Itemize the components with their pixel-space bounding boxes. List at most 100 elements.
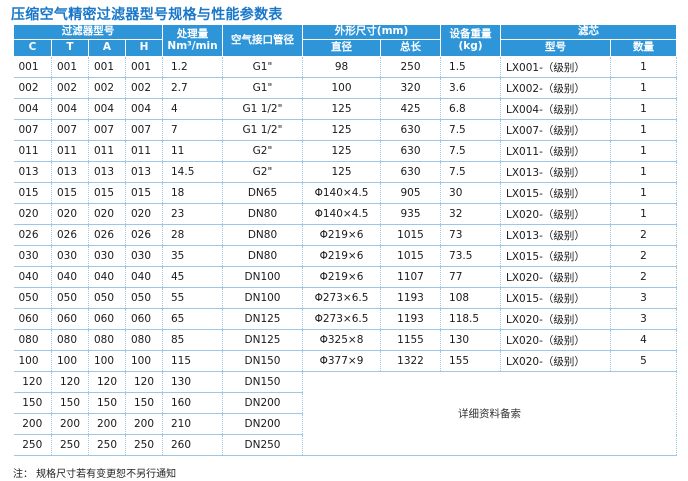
- cell-t: 060: [51, 308, 89, 330]
- col-t-header: T: [51, 39, 89, 57]
- cell-model: LX020-（级别）: [500, 266, 612, 288]
- cell-c: 004: [13, 98, 52, 120]
- cell-flow: 1.2: [162, 56, 223, 78]
- cell-wt: 108: [440, 287, 502, 309]
- cell-h: 020: [125, 203, 163, 225]
- cell-port: DN100: [222, 287, 303, 309]
- cell-wt: 30: [440, 182, 502, 204]
- cell-wt: 7.5: [440, 119, 502, 141]
- cell-dia: Φ273×6.5: [302, 308, 381, 330]
- element-qty-header: 数量: [610, 39, 678, 57]
- cell-flow: 2.7: [162, 77, 223, 99]
- table-row: 080 080 080 080 85 DN125 Φ325×8 1155 130 LX020-（级…: [13, 329, 678, 351]
- cell-a: 200: [88, 413, 126, 435]
- cell-len: 250: [380, 56, 442, 78]
- cell-h: 026: [125, 224, 163, 246]
- cell-h: 001: [125, 56, 163, 78]
- cell-model: LX013-（级别）: [500, 224, 612, 246]
- cell-flow: 115: [162, 350, 223, 372]
- cell-model: LX015-（级别）: [500, 182, 612, 204]
- cell-wt: 73: [440, 224, 502, 246]
- cell-c: 002: [13, 77, 52, 99]
- table-row: 007 007 007 007 7 G1 1/2" 125 630 7.5 LX007-（级别） 1: [13, 119, 678, 141]
- cell-port: DN200: [222, 413, 303, 435]
- cell-dia: Φ219×6: [302, 266, 381, 288]
- cell-a: 120: [88, 371, 126, 393]
- cell-t: 100: [51, 350, 89, 372]
- cell-dia: 100: [302, 77, 381, 99]
- cell-wt: 7.5: [440, 161, 502, 183]
- cell-qty: 4: [610, 329, 678, 351]
- cell-len: 630: [380, 161, 442, 183]
- table-row: 250 250 250 250 260 DN250: [13, 434, 677, 456]
- cell-a: 015: [88, 182, 126, 204]
- cell-wt: 130: [440, 329, 502, 351]
- cell-qty: 5: [610, 350, 678, 372]
- cell-flow: 130: [162, 371, 223, 393]
- cell-t: 011: [51, 140, 89, 162]
- cell-dia: Φ219×6: [302, 224, 381, 246]
- cell-a: 100: [88, 350, 126, 372]
- table-row: 026 026 026 026 28 DN80 Φ219×6 1015 73 LX013-（级别）…: [13, 224, 678, 246]
- cell-c: 080: [13, 329, 52, 351]
- table-row: 100 100 100 100 115 DN150 Φ377×9 1322 155 LX020-（…: [13, 350, 678, 372]
- cell-port: DN125: [222, 308, 303, 330]
- cell-dia: Φ140×4.5: [302, 182, 381, 204]
- cell-t: 250: [51, 434, 89, 456]
- cell-flow: 28: [162, 224, 223, 246]
- cell-a: 250: [88, 434, 126, 456]
- cell-t: 080: [51, 329, 89, 351]
- cell-a: 004: [88, 98, 126, 120]
- filter-model-header: 过滤器型号: [13, 24, 163, 40]
- page-title: 压缩空气精密过滤器型号规格与性能参数表: [11, 7, 283, 23]
- cell-h: 013: [125, 161, 163, 183]
- cell-wt: 118.5: [440, 308, 502, 330]
- cell-t: 007: [51, 119, 89, 141]
- cell-c: 011: [13, 140, 52, 162]
- cell-t: 040: [51, 266, 89, 288]
- cell-qty: 1: [610, 182, 678, 204]
- cell-t: 013: [51, 161, 89, 183]
- cell-port: DN80: [222, 224, 303, 246]
- cell-wt: 32: [440, 203, 502, 225]
- cell-c: 100: [13, 350, 52, 372]
- cell-c: 015: [13, 182, 52, 204]
- cell-dia: Φ325×8: [302, 329, 381, 351]
- cell-t: 004: [51, 98, 89, 120]
- cell-wt: 6.8: [440, 98, 502, 120]
- cell-c: 020: [13, 203, 52, 225]
- cell-flow: 85: [162, 329, 223, 351]
- cell-c: 200: [13, 413, 52, 435]
- cell-qty: 1: [610, 119, 678, 141]
- cell-h: 004: [125, 98, 163, 120]
- cell-c: 007: [13, 119, 52, 141]
- cell-qty: 3: [610, 287, 678, 309]
- cell-port: DN100: [222, 266, 303, 288]
- length-header: 总长: [379, 39, 442, 57]
- cell-c: 050: [13, 287, 52, 309]
- cell-dia: 125: [302, 140, 381, 162]
- cell-len: 630: [380, 119, 442, 141]
- cell-qty: 1: [610, 56, 678, 78]
- cell-wt: 7.5: [440, 140, 502, 162]
- table-row: 060 060 060 060 65 DN125 Φ273×6.5 1193 118.5 LX02…: [13, 308, 678, 330]
- cell-model: LX015-（级别）: [500, 245, 612, 267]
- cell-len: 1193: [380, 308, 442, 330]
- cell-model: LX013-（级别）: [500, 161, 612, 183]
- cell-port: DN80: [222, 245, 303, 267]
- table-row: 150 150 150 150 160 DN200: [13, 392, 677, 414]
- cell-a: 020: [88, 203, 126, 225]
- cell-len: 1322: [380, 350, 442, 372]
- cell-h: 150: [125, 392, 163, 414]
- cell-port: DN150: [222, 371, 303, 393]
- col-h-header: H: [125, 39, 163, 57]
- cell-h: 007: [125, 119, 163, 141]
- cell-c: 150: [13, 392, 52, 414]
- table-row: 120 120 120 120 130 DN150 详细资料备索: [13, 371, 678, 456]
- cell-flow: 14.5: [162, 161, 223, 183]
- port-header: 空气接口管径: [222, 24, 303, 57]
- cell-t: 120: [51, 371, 89, 393]
- cell-t: 002: [51, 77, 89, 99]
- footnote: 注： 规格尺寸若有变更恕不另行通知: [13, 469, 177, 480]
- cell-len: 630: [380, 140, 442, 162]
